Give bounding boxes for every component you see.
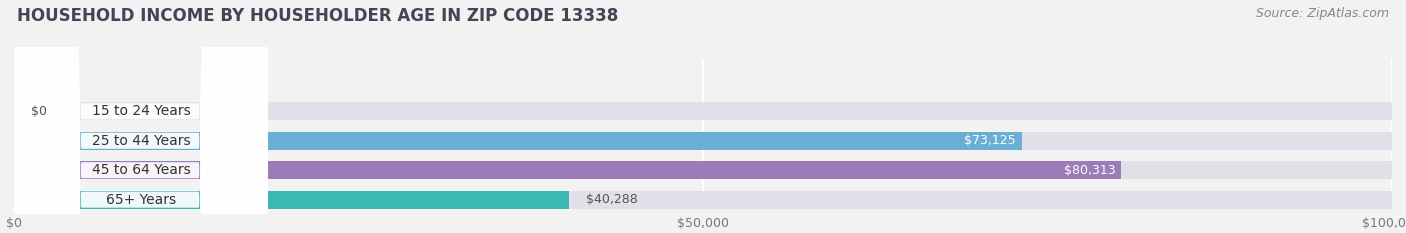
Text: 45 to 64 Years: 45 to 64 Years — [93, 163, 191, 177]
Text: $0: $0 — [31, 105, 46, 118]
Text: 25 to 44 Years: 25 to 44 Years — [93, 134, 191, 148]
Bar — [14, 191, 1392, 209]
Text: 15 to 24 Years: 15 to 24 Years — [93, 104, 191, 118]
Bar — [14, 132, 1392, 150]
FancyBboxPatch shape — [13, 0, 267, 233]
Text: Source: ZipAtlas.com: Source: ZipAtlas.com — [1256, 7, 1389, 20]
Text: $40,288: $40,288 — [586, 193, 637, 206]
Bar — [14, 161, 1121, 179]
Bar — [14, 161, 1392, 179]
Text: HOUSEHOLD INCOME BY HOUSEHOLDER AGE IN ZIP CODE 13338: HOUSEHOLD INCOME BY HOUSEHOLDER AGE IN Z… — [17, 7, 619, 25]
Bar — [14, 132, 1022, 150]
Text: $73,125: $73,125 — [965, 134, 1017, 147]
Text: 65+ Years: 65+ Years — [107, 193, 177, 207]
FancyBboxPatch shape — [13, 0, 267, 233]
FancyBboxPatch shape — [13, 0, 267, 233]
Bar — [14, 191, 569, 209]
FancyBboxPatch shape — [13, 0, 267, 233]
Text: $80,313: $80,313 — [1063, 164, 1115, 177]
Bar — [14, 102, 1392, 120]
